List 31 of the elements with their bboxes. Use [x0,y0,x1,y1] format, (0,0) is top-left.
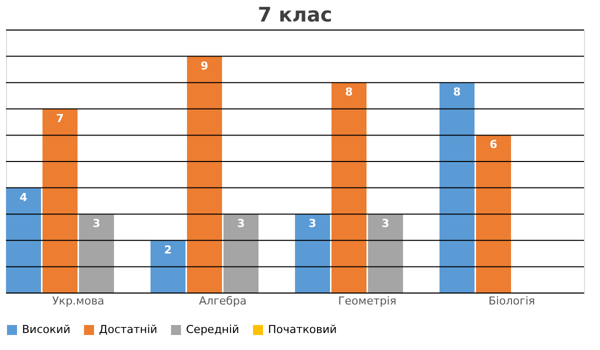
bar [440,82,475,293]
x-tick-label: Біологія [488,294,536,308]
bar [368,214,404,293]
data-label: 8 [345,86,353,99]
data-label: 6 [490,138,498,152]
bar [6,188,42,293]
chart-title: 7 клас [258,2,332,26]
bar [223,214,259,293]
x-tick-label: Укр.мова [52,294,104,308]
data-label: 3 [237,217,245,230]
bar [295,214,330,293]
legend-label: Початковий [268,323,337,336]
legend-label: Високий [22,323,70,336]
bar [186,56,222,293]
data-label: 3 [308,217,316,230]
data-label: 7 [56,112,64,125]
legend-label: Достатній [99,323,158,336]
data-label: 3 [92,217,100,230]
x-tick-label: Геометрія [338,294,396,308]
bar [150,240,186,293]
data-label: 4 [20,190,28,204]
x-tick-label: Алгебра [198,294,247,308]
bar [331,82,367,293]
legend-label: Середній [186,323,240,336]
data-label: 3 [382,217,390,230]
data-label: 9 [200,59,208,72]
data-label: 2 [164,243,172,256]
bar [476,135,512,293]
bar [78,214,114,293]
data-label: 8 [453,86,461,99]
bar [42,108,78,293]
